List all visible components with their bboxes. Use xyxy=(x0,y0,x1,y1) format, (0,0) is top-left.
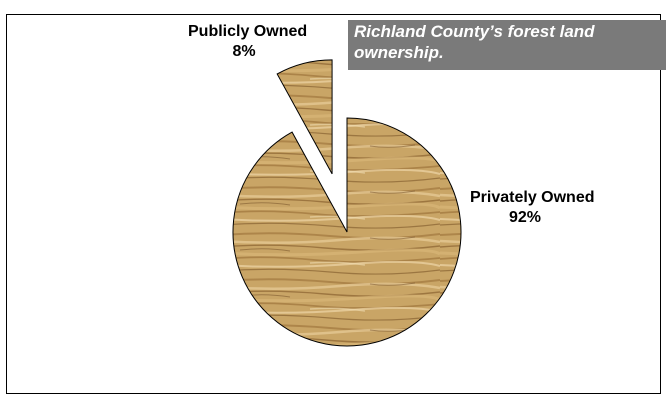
slice-value-label: 8% xyxy=(232,43,256,60)
slice-value-label: 92% xyxy=(508,209,542,226)
slice-label-privately-owned: Privately Owned 92% xyxy=(470,188,595,228)
slice-label-publicly-owned: Publicly Owned 8% xyxy=(188,22,308,62)
slice-label-text: Privately Owned xyxy=(470,189,595,206)
chart-title: Richland County’s forest land ownership. xyxy=(348,20,666,70)
pie-slice-publicly-owned xyxy=(276,59,333,175)
slice-label-text: Publicly Owned xyxy=(188,23,308,40)
pie-slice-privately-owned xyxy=(232,117,462,347)
pie-slices xyxy=(232,59,462,347)
